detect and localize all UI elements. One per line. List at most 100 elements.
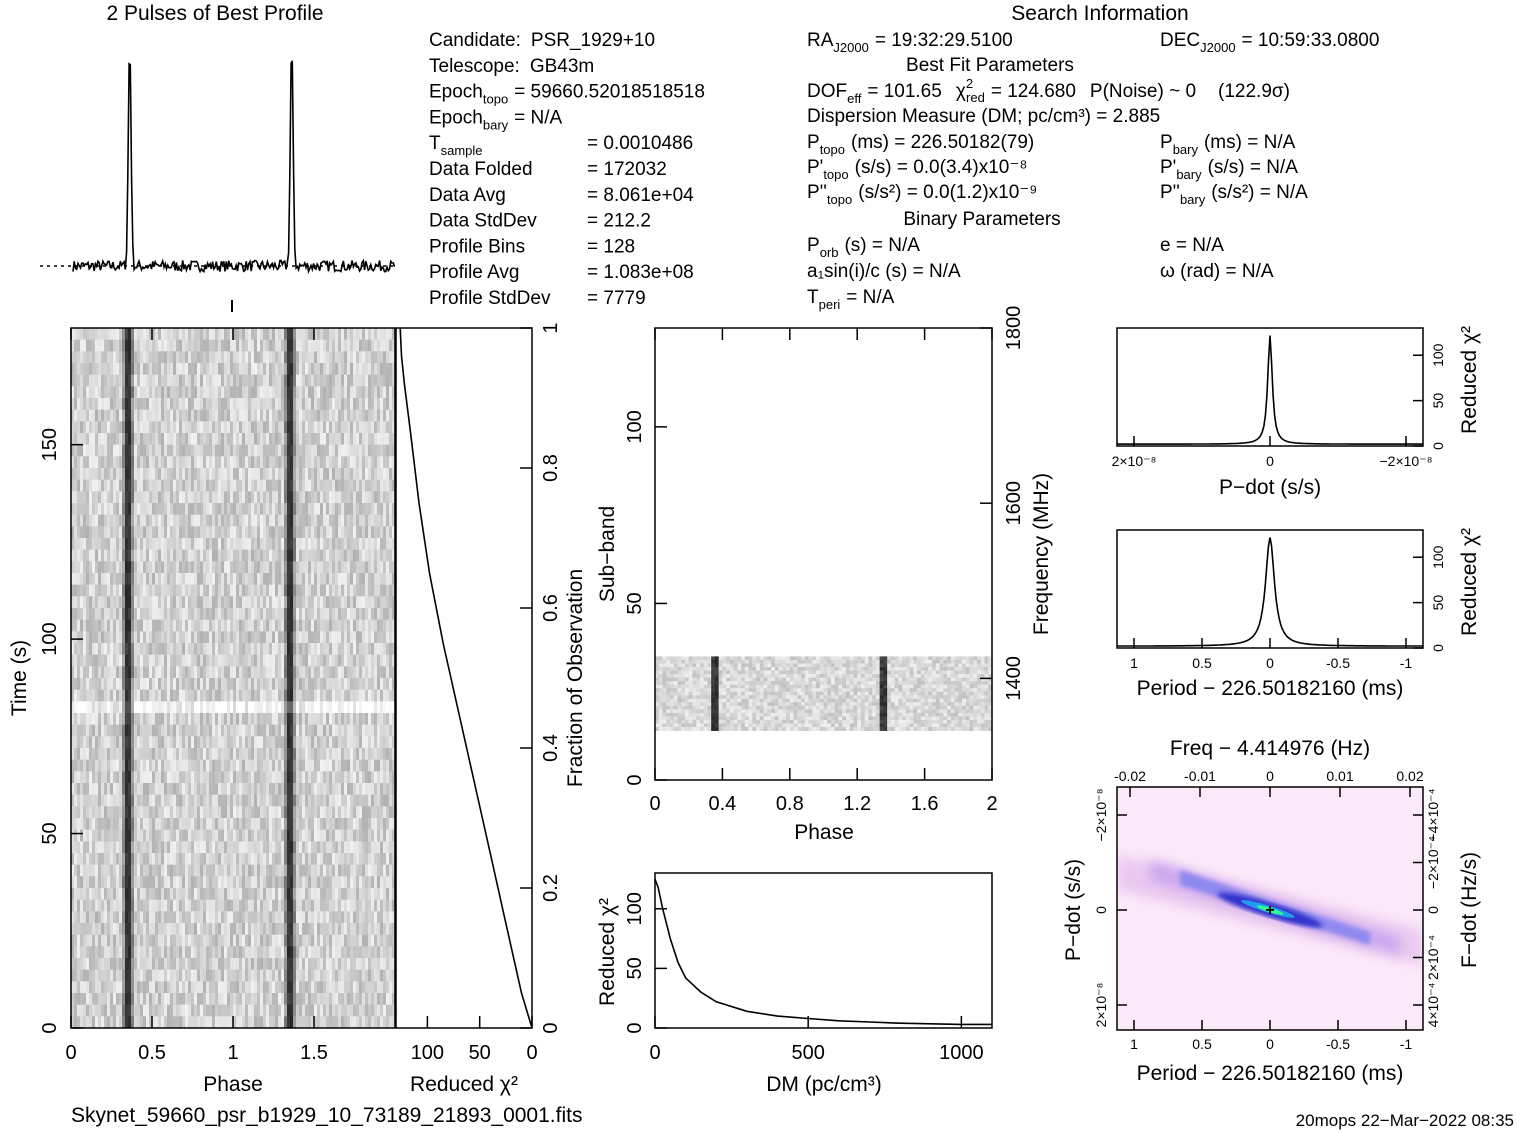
time-phase-cell xyxy=(89,713,93,726)
time-phase-cell xyxy=(161,724,165,737)
time-phase-cell xyxy=(251,328,255,341)
time-phase-cell xyxy=(203,491,207,504)
time-phase-cell xyxy=(236,794,240,807)
time-phase-cell xyxy=(113,433,117,446)
time-phase-cell xyxy=(122,748,126,761)
time-phase-cell xyxy=(326,654,330,667)
time-phase-cell xyxy=(308,643,312,656)
time-phase-cell xyxy=(326,829,330,842)
time-phase-cell xyxy=(287,514,291,527)
time-phase-cell xyxy=(278,689,282,702)
time-phase-cell xyxy=(239,783,243,796)
time-phase-cell xyxy=(233,433,237,446)
time-phase-cell xyxy=(179,818,183,831)
time-phase-cell xyxy=(302,351,306,364)
time-phase-cell xyxy=(245,678,249,691)
time-phase-cell xyxy=(227,409,231,422)
time-phase-cell xyxy=(131,526,135,539)
time-phase-cell xyxy=(260,549,264,562)
time-phase-cell xyxy=(191,643,195,656)
time-phase-cell xyxy=(347,468,351,481)
time-phase-cell xyxy=(380,573,384,586)
time-phase-cell xyxy=(221,853,225,866)
time-phase-cell xyxy=(143,841,147,854)
time-phase-cell xyxy=(170,573,174,586)
time-phase-cell xyxy=(140,421,144,434)
time-phase-cell xyxy=(152,818,156,831)
time-phase-cell xyxy=(170,386,174,399)
time-phase-cell xyxy=(158,433,162,446)
time-phase-cell xyxy=(350,654,354,667)
time-phase-cell xyxy=(281,468,285,481)
time-phase-cell xyxy=(158,409,162,422)
time-phase-cell xyxy=(323,619,327,632)
time-phase-cell xyxy=(215,666,219,679)
time-phase-cell xyxy=(317,526,321,539)
time-phase-cell xyxy=(176,549,180,562)
time-phase-cell xyxy=(293,829,297,842)
time-phase-cell xyxy=(149,654,153,667)
time-phase-cell xyxy=(248,409,252,422)
time-phase-cell xyxy=(227,456,231,469)
time-phase-cell xyxy=(206,328,210,341)
time-phase-cell xyxy=(176,479,180,492)
time-phase-cell xyxy=(125,806,129,819)
time-phase-cell xyxy=(146,666,150,679)
time-phase-cell xyxy=(242,748,246,761)
time-phase-cell xyxy=(293,351,297,364)
time-phase-cell xyxy=(314,514,318,527)
time-phase-cell xyxy=(365,409,369,422)
time-phase-cell xyxy=(224,631,228,644)
time-phase-cell xyxy=(188,503,192,516)
time-phase-cell xyxy=(101,806,105,819)
time-phase-cell xyxy=(134,689,138,702)
time-phase-cell xyxy=(224,608,228,621)
time-phase-cell xyxy=(236,491,240,504)
time-phase-cell xyxy=(296,526,300,539)
time-phase-cell xyxy=(371,736,375,749)
time-phase-cell xyxy=(185,433,189,446)
time-phase-cell xyxy=(365,771,369,784)
time-phase-cell xyxy=(263,456,267,469)
time-phase-cell xyxy=(254,561,258,574)
time-phase-cell xyxy=(293,666,297,679)
time-phase-cell xyxy=(365,491,369,504)
time-phase-cell xyxy=(227,853,231,866)
time-phase-cell xyxy=(170,643,174,656)
dof-label: DOF xyxy=(807,81,847,102)
time-phase-cell xyxy=(230,503,234,516)
time-phase-cell xyxy=(143,596,147,609)
time-phase-cell xyxy=(218,818,222,831)
time-phase-cell xyxy=(317,351,321,364)
time-phase-cell xyxy=(209,619,213,632)
time-phase-cell xyxy=(155,514,159,527)
time-phase-cell xyxy=(272,409,276,422)
time-phase-cell xyxy=(224,678,228,691)
time-phase-cell xyxy=(251,549,255,562)
time-phase-cell xyxy=(197,573,201,586)
time-phase-cell xyxy=(209,853,213,866)
time-phase-cell xyxy=(77,491,81,504)
time-phase-cell xyxy=(281,421,285,434)
time-phase-cell xyxy=(101,549,105,562)
time-phase-cell xyxy=(116,526,120,539)
time-phase-cell xyxy=(179,328,183,341)
time-phase-cell xyxy=(296,701,300,714)
time-phase-cell xyxy=(377,678,381,691)
time-phase-cell xyxy=(248,724,252,737)
time-phase-cell xyxy=(98,853,102,866)
time-phase-cell xyxy=(107,771,111,784)
time-phase-cell xyxy=(242,736,246,749)
time-phase-cell xyxy=(326,421,330,434)
time-phase-cell xyxy=(200,701,204,714)
time-phase-cell xyxy=(164,608,168,621)
time-phase-cell xyxy=(212,328,216,341)
time-phase-cell xyxy=(104,608,108,621)
time-phase-cell xyxy=(197,654,201,667)
time-phase-cell xyxy=(197,818,201,831)
time-phase-cell xyxy=(83,619,87,632)
time-phase-cell xyxy=(224,689,228,702)
time-phase-cell xyxy=(71,456,75,469)
time-phase-cell xyxy=(290,829,294,842)
